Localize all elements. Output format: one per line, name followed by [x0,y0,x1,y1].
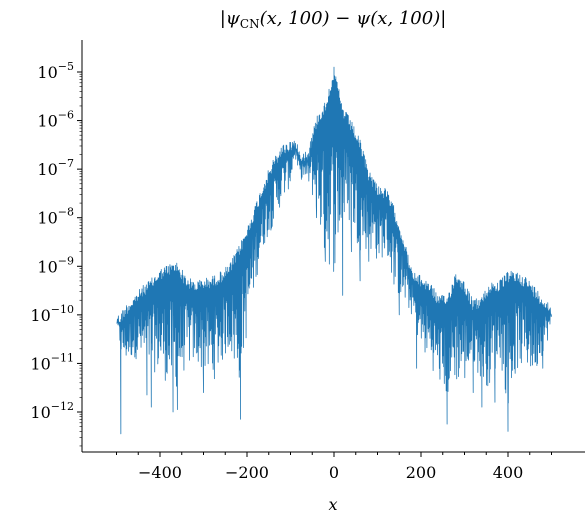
x-axis-label: x [328,495,337,514]
title-close: | [440,8,446,29]
chart-title: |ψCN(x, 100) − ψ(x, 100)| [220,8,447,31]
y-tick-label: 10−5 [37,60,74,82]
x-ticks: −400 −200 0 200 400 [116,452,552,482]
y-tick-label: 10−9 [37,254,74,276]
y-tick-label: 10−11 [30,351,74,373]
title-psi2: ψ [356,8,371,29]
y-ticks: 10−5 10−6 10−7 10−8 10−9 10−10 10−11 10−12 [30,60,82,447]
series-line [116,66,552,435]
title-psi: ψ [226,8,241,29]
y-tick-label: 10−8 [37,206,74,228]
x-tick-label: −200 [225,463,269,482]
title-args: (x, 100) − [260,8,357,29]
x-tick-label: 400 [493,463,524,482]
y-tick-label: 10−6 [37,109,74,131]
title-args2: (x, 100) [370,8,440,29]
title-open: | [220,8,226,29]
plot-area [116,66,552,435]
y-tick-label: 10−10 [30,303,74,325]
x-tick-label: −400 [138,463,182,482]
title-subscript: CN [240,17,260,31]
x-tick-label: 0 [329,463,339,482]
x-tick-label: 200 [406,463,437,482]
y-tick-label: 10−12 [30,400,74,422]
y-tick-label: 10−7 [37,157,74,179]
